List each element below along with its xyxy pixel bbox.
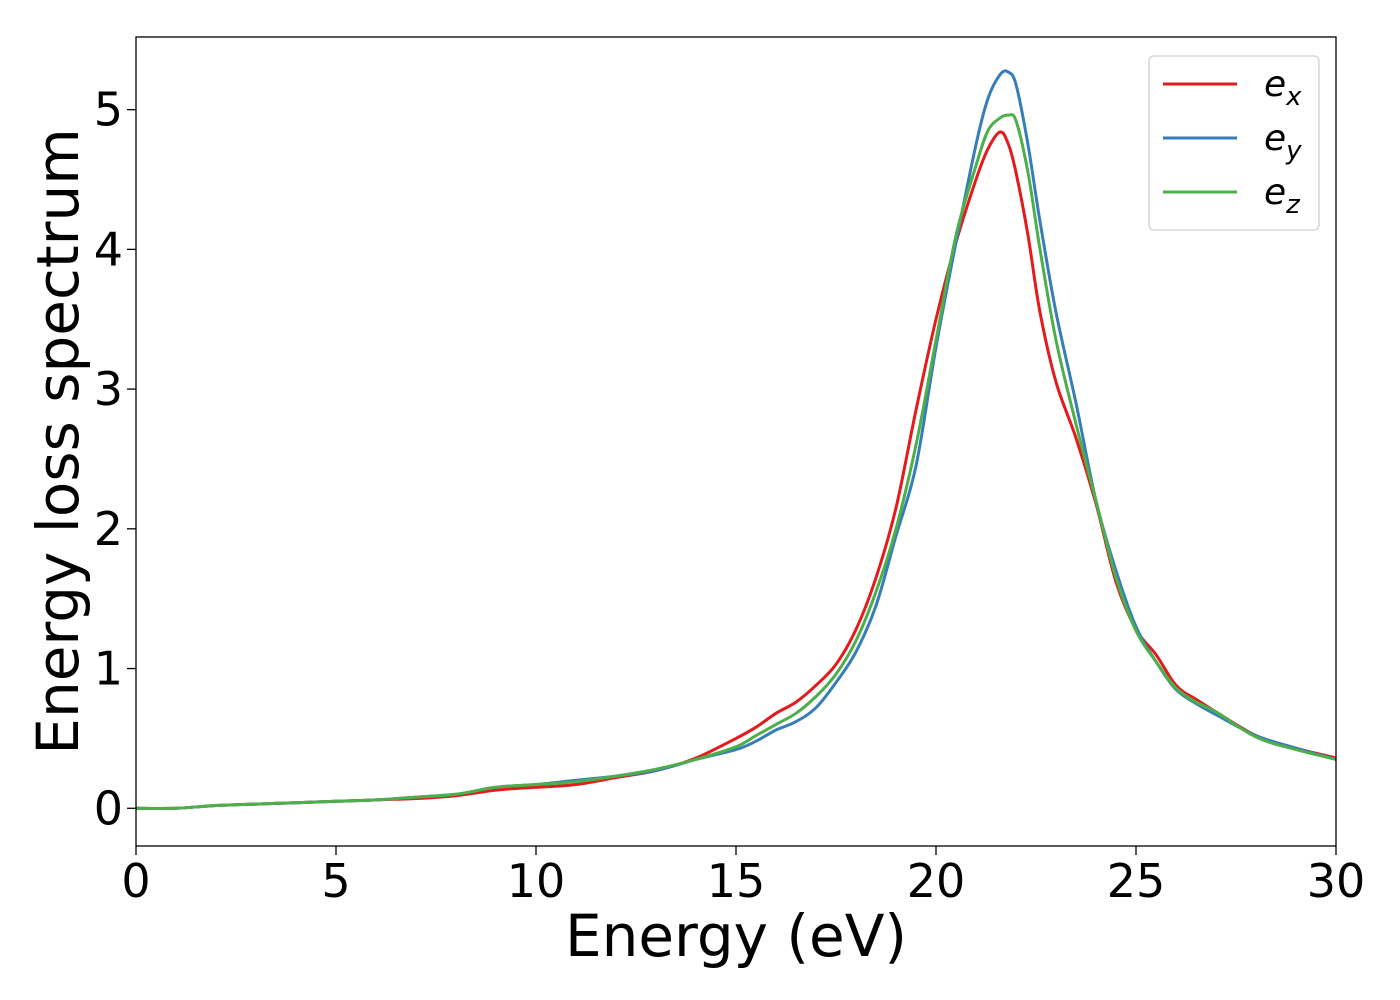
x-tick-label: 20 <box>907 854 966 908</box>
x-tick-label: 10 <box>507 854 566 908</box>
y-tick-label: 0 <box>94 781 123 835</box>
series-line-ez <box>135 113 1337 810</box>
series-line-ex <box>135 130 1337 810</box>
y-axis: 0 1 2 3 4 5 <box>94 83 136 835</box>
legend-box <box>1148 55 1320 231</box>
y-tick-label: 2 <box>94 502 123 556</box>
x-axis-label: Energy (eV) <box>565 902 907 970</box>
x-tick-label: 25 <box>1107 854 1166 908</box>
y-tick-label: 3 <box>94 362 123 416</box>
y-tick-label: 5 <box>94 83 123 137</box>
x-tick-label: 0 <box>121 854 150 908</box>
y-axis-label: Energy loss spectrum <box>24 128 92 754</box>
x-tick-label: 15 <box>707 854 766 908</box>
x-tick-label: 30 <box>1307 854 1366 908</box>
x-tick-label: 5 <box>321 854 350 908</box>
y-tick-label: 1 <box>94 642 123 696</box>
y-tick-label: 4 <box>94 222 123 276</box>
x-axis: 0 5 10 15 20 25 30 <box>121 846 1365 908</box>
series-layer <box>135 69 1337 810</box>
